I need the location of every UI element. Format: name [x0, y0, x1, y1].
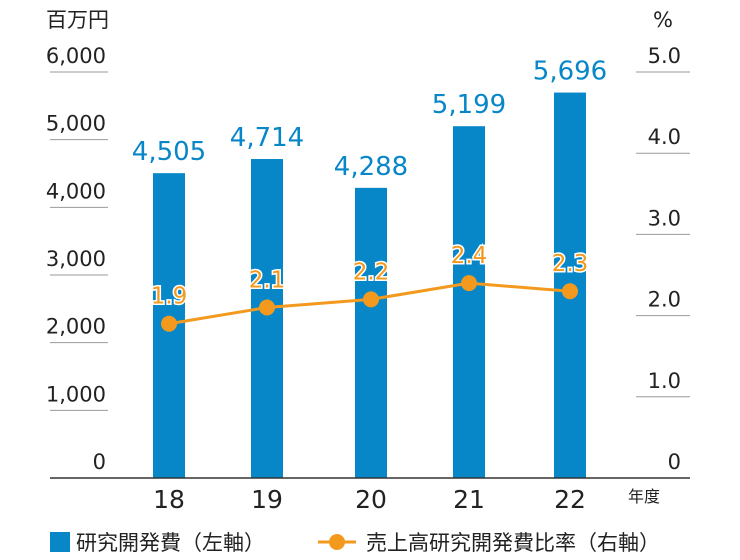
data-labels: 4,505 4,714 4,288 5,199 5,696 1.9 2.1 2.2 2.4 2.3 — [132, 57, 607, 312]
legend-bar-label: 研究開発費（左軸） — [76, 531, 265, 555]
legend-bar-swatch — [50, 532, 70, 552]
right-tick-label: 2.0 — [648, 288, 681, 312]
bar-value-label: 4,505 — [132, 137, 206, 167]
ratio-value-label: 1.9 — [151, 284, 188, 310]
left-tick-label: 1,000 — [46, 382, 106, 406]
right-tick-label: 1.0 — [648, 369, 681, 393]
ratio-point — [461, 275, 477, 292]
x-tick-label: 18 — [153, 485, 185, 514]
left-tick-label: 2,000 — [46, 315, 106, 339]
left-tick-label: 4,000 — [46, 179, 106, 203]
ratio-point — [259, 299, 275, 316]
x-tick-label: 19 — [251, 485, 283, 514]
bar-value-label: 5,199 — [432, 90, 506, 120]
ratio-value-label: 2.3 — [552, 251, 589, 277]
left-tick-label: 6,000 — [46, 44, 106, 68]
axes: 0 1,000 2,000 3,000 4,000 5,000 6,000 0 1.0 2.0 3.… — [46, 44, 690, 514]
x-axis-unit: 年度 — [628, 487, 660, 506]
x-tick-label: 20 — [355, 485, 387, 514]
right-axis-unit: % — [653, 8, 673, 32]
right-tick-label: 3.0 — [648, 206, 681, 230]
bar — [355, 187, 387, 478]
right-tick-label: 5.0 — [648, 44, 681, 68]
ratio-value-label: 2.1 — [249, 267, 286, 293]
left-tick-label: 3,000 — [46, 247, 106, 271]
bar — [453, 126, 485, 479]
ratio-value-label: 2.2 — [353, 259, 390, 285]
grid-lines — [50, 71, 690, 411]
bar-value-label: 4,714 — [230, 123, 304, 153]
x-tick-label: 21 — [453, 485, 485, 514]
left-tick-label: 5,000 — [46, 112, 106, 136]
bar-value-label: 4,288 — [334, 152, 408, 182]
bar-value-label: 5,696 — [533, 57, 607, 87]
left-axis-unit: 百万円 — [46, 8, 109, 32]
right-tick-label: 0 — [668, 450, 681, 474]
legend: 研究開発費（左軸） 売上高研究開発費比率（右軸） — [50, 531, 660, 555]
legend-line-marker — [329, 534, 345, 550]
line-series — [161, 275, 578, 332]
ratio-value-label: 2.4 — [451, 243, 488, 269]
ratio-point — [562, 283, 578, 300]
x-tick-label: 22 — [554, 485, 586, 514]
bar — [251, 159, 283, 478]
ratio-point — [363, 291, 379, 308]
legend-line-label: 売上高研究開発費比率（右軸） — [366, 531, 660, 555]
right-tick-label: 4.0 — [648, 125, 681, 149]
left-tick-label: 0 — [93, 450, 106, 474]
ratio-point — [161, 315, 177, 332]
